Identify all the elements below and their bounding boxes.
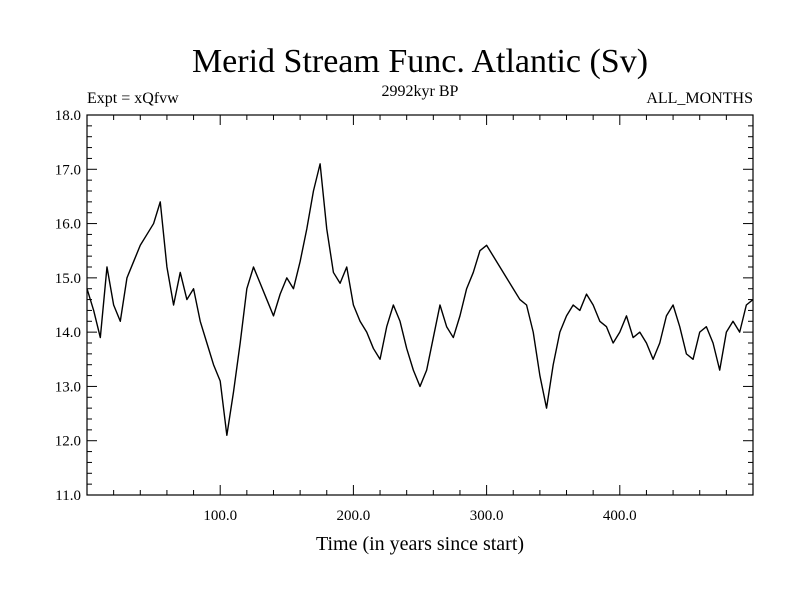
y-tick-label: 13.0 — [55, 379, 81, 395]
y-tick-label: 15.0 — [55, 271, 81, 287]
months-label: ALL_MONTHS — [646, 90, 753, 107]
y-tick-label: 12.0 — [55, 434, 81, 450]
y-tick-label: 17.0 — [55, 162, 81, 178]
experiment-label: Expt = xQfvw — [87, 90, 179, 107]
x-tick-label: 400.0 — [603, 508, 637, 524]
axis-tick-labels: 100.0 200.0 300.0 400.0 11.0 12.0 13.0 14.0 15.0… — [55, 108, 637, 524]
x-axis-label: Time (in years since start) — [316, 533, 524, 555]
plot-frame — [86, 114, 754, 496]
y-tick-label: 11.0 — [55, 488, 81, 504]
y-tick-label: 18.0 — [55, 108, 81, 124]
axis-ticks — [86, 114, 754, 496]
x-tick-label: 300.0 — [470, 508, 504, 524]
series-line — [86, 163, 754, 436]
age-label: 2992kyr BP — [382, 83, 459, 100]
x-tick-label: 200.0 — [337, 508, 371, 524]
y-tick-label: 14.0 — [55, 325, 81, 341]
y-tick-label: 16.0 — [55, 217, 81, 233]
chart-title: Merid Stream Func. Atlantic (Sv) — [192, 43, 648, 80]
x-tick-label: 100.0 — [203, 508, 237, 524]
